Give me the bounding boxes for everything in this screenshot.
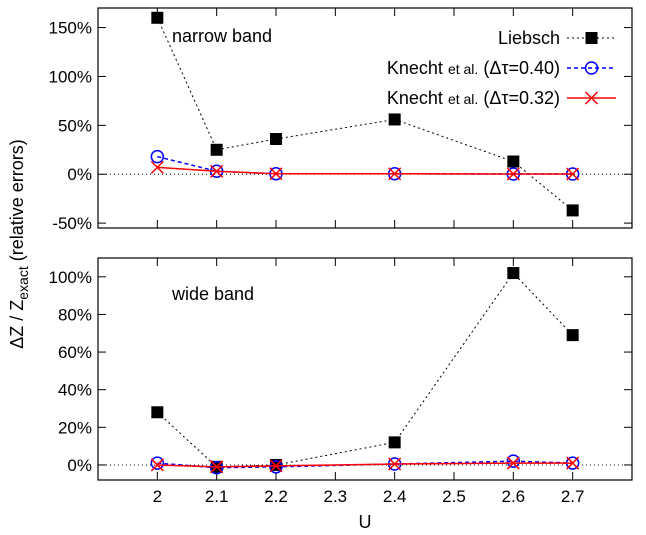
- x-tick-label: 2.5: [442, 487, 466, 506]
- legend-label-knecht-040: Knecht et al. (Δτ=0.40): [387, 58, 560, 78]
- bottom-plot-frame: [97, 257, 633, 481]
- x-tick-label: 2.4: [383, 487, 407, 506]
- y-axis-label-subscript: exact: [15, 266, 31, 300]
- data-point-cross: [566, 456, 580, 470]
- bottom-series-line: [157, 462, 573, 468]
- x-tick-label: 2.6: [502, 487, 526, 506]
- top-series-2: [150, 160, 580, 181]
- top-series-0: [151, 11, 579, 217]
- data-point-square: [388, 113, 401, 126]
- legend-entry-liebsch: Liebsch: [498, 28, 616, 48]
- data-point-square: [566, 329, 579, 342]
- top-ytick-label: 100%: [49, 67, 92, 86]
- y-axis-label: ΔZ / Zexact (relative errors): [7, 139, 31, 349]
- data-point-cross: [506, 167, 520, 181]
- bottom-series-line: [156, 272, 574, 468]
- data-point-square: [151, 406, 164, 419]
- data-point-square: [270, 133, 282, 146]
- legend: Liebsch Knecht et al. (Δτ=0.40) Knecht e…: [387, 28, 616, 108]
- x-tick-label: 2.7: [561, 487, 585, 506]
- x-tick-label: 2: [153, 487, 162, 506]
- x-axis-label: U: [359, 512, 372, 532]
- top-ytick-label: -50%: [52, 214, 92, 233]
- bottom-y-ticks: 0% 20% 40% 60% 80% 100%: [49, 268, 632, 475]
- legend-knecht-032-dt: (Δτ=0.32): [483, 88, 560, 108]
- legend-label-liebsch: Liebsch: [498, 28, 560, 48]
- data-point-square: [151, 11, 164, 24]
- data-point-cross: [150, 458, 164, 472]
- data-point-square: [507, 267, 520, 280]
- top-plot-frame: [97, 7, 633, 229]
- bottom-x-ticks: 2 2.1 2.2 2.3 2.4 2.5 2.6 2.7: [153, 258, 585, 506]
- top-y-ticks: -50% 0% 50% 100% 150%: [49, 19, 632, 233]
- x-tick-label: 2.2: [264, 487, 288, 506]
- legend-label-knecht-032: Knecht et al. (Δτ=0.32): [387, 88, 560, 108]
- x-tick-label: 2.3: [324, 487, 348, 506]
- legend-knecht-040-etal: et al.: [448, 61, 478, 77]
- data-point-square: [210, 143, 223, 156]
- top-ytick-label: 50%: [58, 116, 92, 135]
- data-point-cross: [566, 167, 580, 181]
- y-axis-label-prefix: ΔZ / Z: [7, 300, 27, 349]
- legend-knecht-032-prefix: Knecht: [387, 88, 443, 108]
- data-point-square: [507, 155, 520, 168]
- bottom-panel-annotation: wide band: [171, 284, 254, 304]
- legend-entry-knecht-032: Knecht et al. (Δτ=0.32): [387, 88, 616, 108]
- legend-knecht-040-prefix: Knecht: [387, 58, 443, 78]
- top-panel-annotation: narrow band: [172, 26, 272, 46]
- data-point-circle: [269, 460, 283, 474]
- legend-knecht-032-etal: et al.: [448, 91, 478, 107]
- bottom-ytick-label: 60%: [58, 343, 92, 362]
- bottom-series-group: [150, 267, 580, 475]
- data-point-cross: [269, 459, 283, 473]
- bottom-ytick-label: 40%: [58, 381, 92, 400]
- bottom-ytick-label: 80%: [58, 305, 92, 324]
- top-series-line: [157, 166, 573, 175]
- legend-entry-knecht-040: Knecht et al. (Δτ=0.40): [387, 58, 616, 78]
- data-point-cross: [150, 160, 164, 174]
- data-point-circle: [150, 456, 165, 470]
- legend-marker-knecht-032: [584, 91, 599, 105]
- y-axis-label-suffix: (relative errors): [7, 139, 27, 266]
- top-ytick-label: 0%: [67, 165, 92, 184]
- top-series-line: [156, 17, 573, 211]
- bottom-ytick-label: 0%: [67, 456, 92, 475]
- data-point-cross: [210, 164, 224, 178]
- bottom-ytick-label: 20%: [58, 418, 92, 437]
- x-tick-label: 2.1: [205, 487, 229, 506]
- data-point-cross: [210, 460, 224, 474]
- legend-marker-liebsch: [585, 32, 598, 44]
- data-point-cross: [506, 456, 520, 470]
- data-point-circle: [506, 454, 521, 468]
- panel-wide-band: wide band 0%20%40%60%80%100% 2 2.1 2.2 2.3 2…: [49, 257, 633, 506]
- data-point-circle: [150, 149, 165, 164]
- panel-narrow-band: narrow band -50% 0% 50% 100% 150%: [49, 7, 633, 233]
- top-series-group: [150, 11, 580, 217]
- data-point-circle: [209, 461, 224, 475]
- data-point-square: [566, 204, 579, 217]
- data-point-square: [388, 436, 401, 449]
- data-point-cross: [388, 167, 402, 181]
- data-point-cross: [269, 167, 283, 181]
- legend-knecht-040-dt: (Δτ=0.40): [483, 58, 560, 78]
- legend-marker-knecht-040: [584, 61, 599, 75]
- bottom-ytick-label: 100%: [49, 268, 92, 287]
- data-point-cross: [388, 457, 402, 471]
- bottom-series-2: [150, 456, 580, 474]
- top-ytick-label: 150%: [49, 19, 92, 38]
